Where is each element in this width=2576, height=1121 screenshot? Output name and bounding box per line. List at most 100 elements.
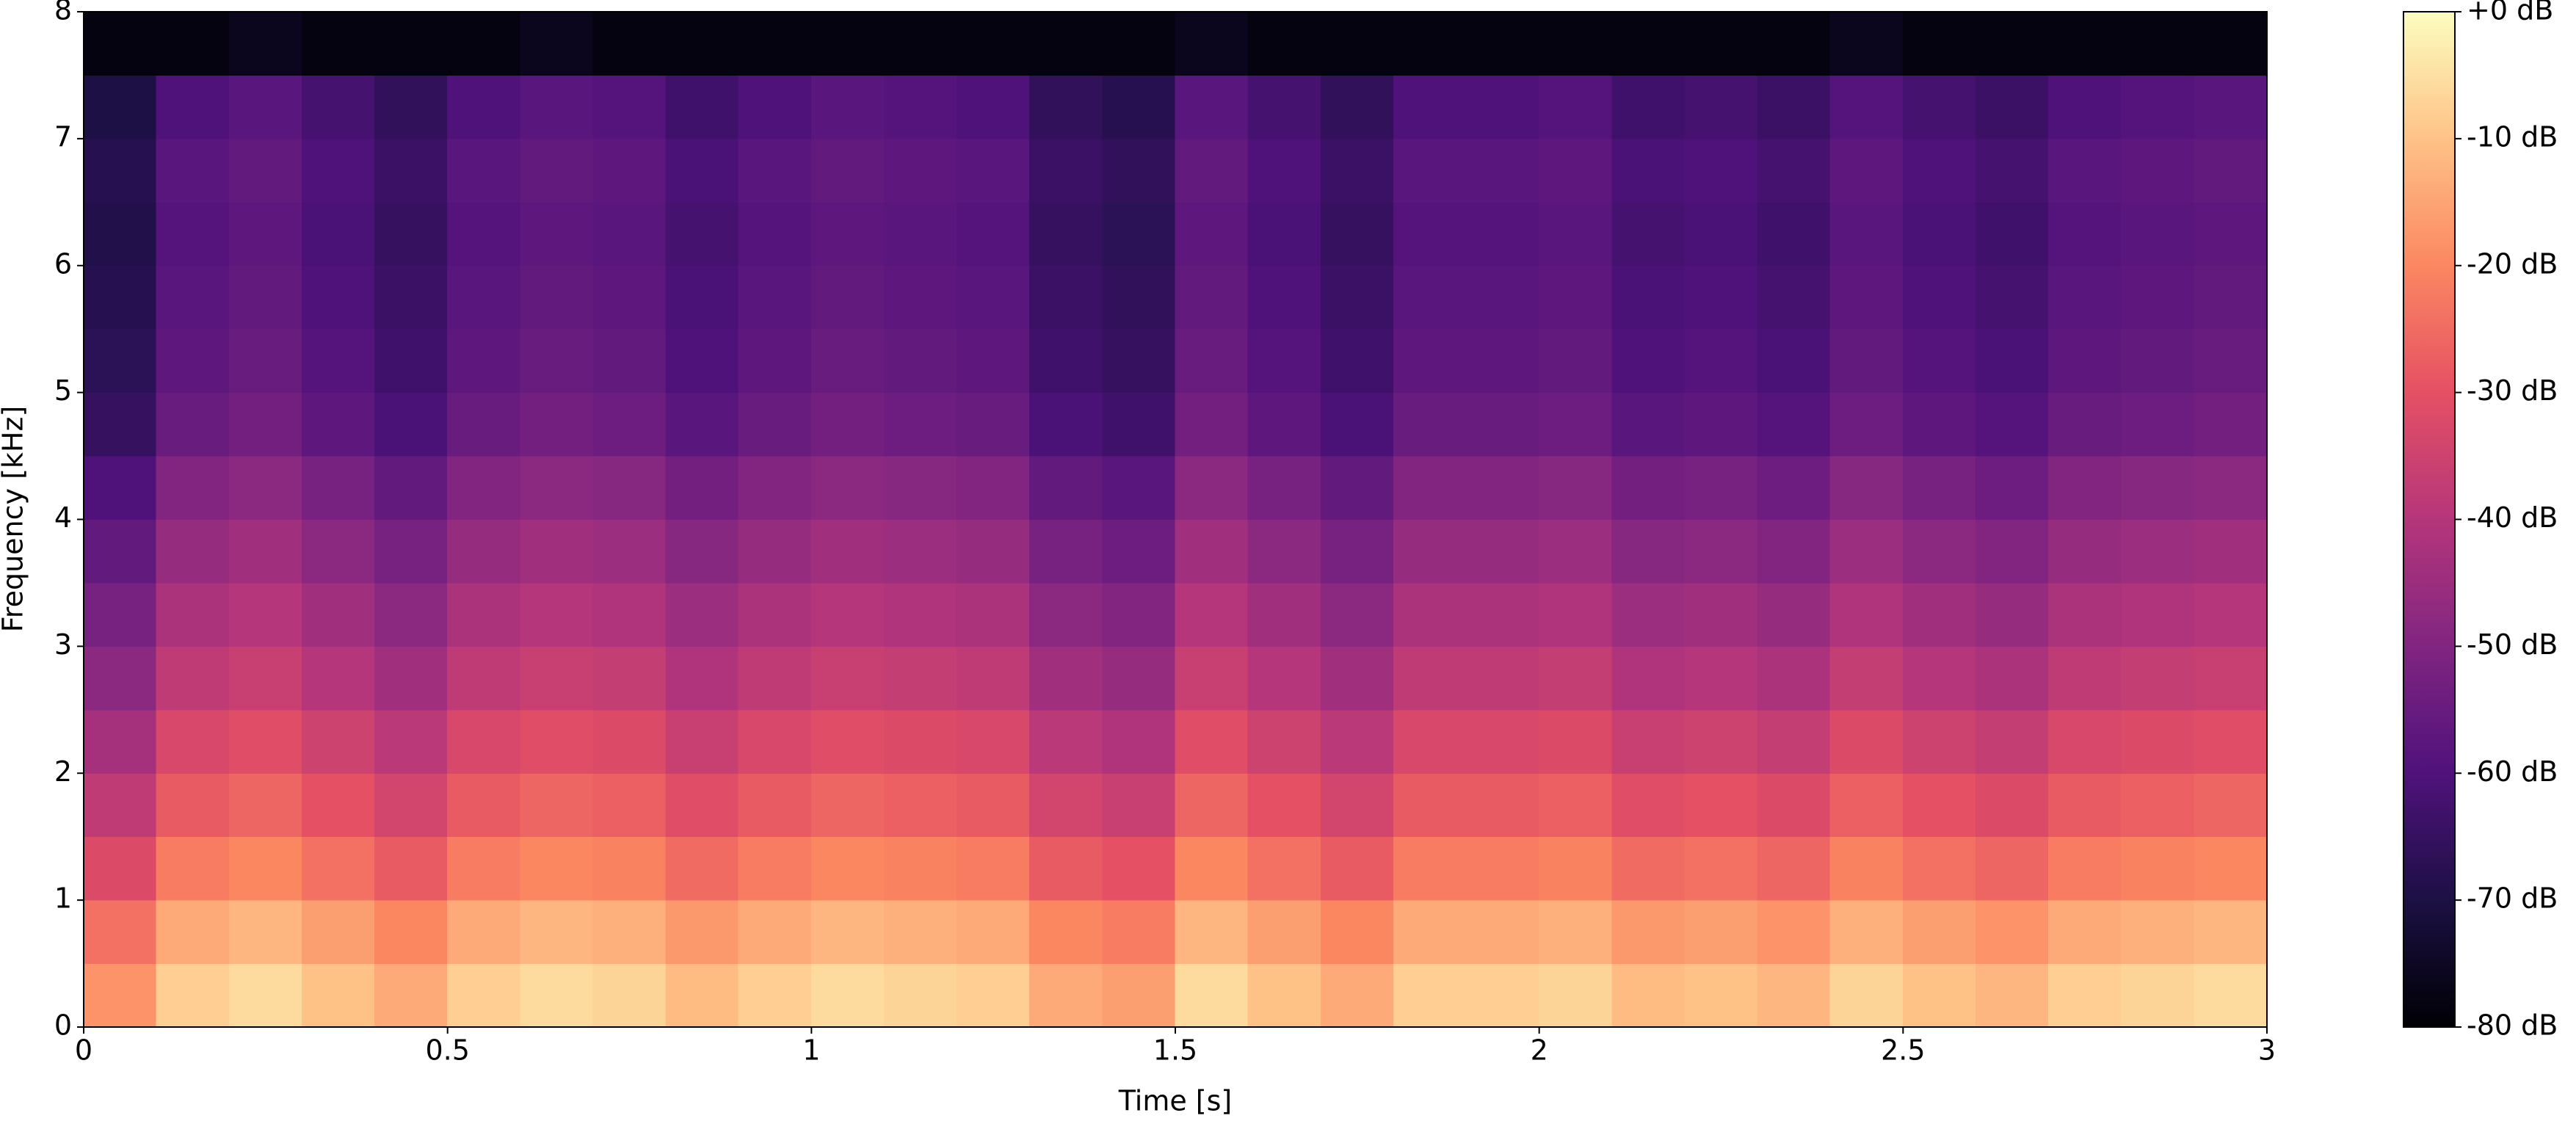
cell [1320, 455, 1394, 520]
cell [520, 772, 594, 838]
cell [883, 645, 958, 711]
cell [2121, 836, 2195, 901]
cell [1175, 138, 1249, 203]
cell [1320, 519, 1394, 584]
cell [1320, 709, 1394, 774]
cell [1902, 519, 1976, 584]
cell [447, 392, 521, 457]
cell [2048, 836, 2122, 901]
cell [1393, 11, 1467, 76]
cell [1175, 645, 1249, 711]
cell [738, 328, 812, 393]
cell [810, 582, 885, 647]
cell [1247, 582, 1321, 647]
cell [156, 519, 230, 584]
cell [957, 899, 1031, 965]
cell [665, 392, 739, 457]
cell [1829, 709, 1904, 774]
cell [1829, 645, 1904, 711]
spectrogram [83, 11, 2268, 1028]
cell [1175, 328, 1249, 393]
cell [665, 11, 739, 76]
cell [810, 645, 885, 711]
cell [301, 899, 376, 965]
cell [1466, 963, 1540, 1028]
cell [810, 455, 885, 520]
cell [1757, 709, 1831, 774]
cell [156, 201, 230, 266]
cell [1102, 392, 1176, 457]
cell [957, 963, 1031, 1028]
cell [156, 138, 230, 203]
cell [1247, 392, 1321, 457]
cell [810, 709, 885, 774]
cell [301, 709, 376, 774]
cell [2121, 265, 2195, 330]
cell [1102, 899, 1176, 965]
cell [1466, 645, 1540, 711]
cell [1393, 328, 1467, 393]
cell [520, 392, 594, 457]
cell [1247, 201, 1321, 266]
cell [1975, 836, 2050, 901]
cell [447, 265, 521, 330]
cell [1539, 963, 1613, 1028]
colorbar-tick-label: -40 dB [2467, 501, 2558, 534]
cell [1102, 11, 1176, 76]
cell [957, 519, 1031, 584]
cell [1829, 11, 1904, 76]
cell [665, 328, 739, 393]
cell [2121, 645, 2195, 711]
cell [447, 899, 521, 965]
cell [83, 519, 157, 584]
cell [301, 74, 376, 139]
cell [520, 138, 594, 203]
cell [1539, 582, 1613, 647]
cell [1320, 645, 1394, 711]
cell [1102, 963, 1176, 1028]
cell [83, 836, 157, 901]
cell [2194, 74, 2268, 139]
cell [156, 645, 230, 711]
cell [1102, 772, 1176, 838]
cell [1320, 11, 1394, 76]
cell [447, 74, 521, 139]
cell [1466, 138, 1540, 203]
cell [1684, 836, 1758, 901]
cell [228, 201, 302, 266]
y-tick-label: 2 [54, 755, 72, 788]
cell [2194, 709, 2268, 774]
cell [1247, 899, 1321, 965]
cell [2194, 11, 2268, 76]
cell [1175, 11, 1249, 76]
colorbar-tick-label: -20 dB [2467, 247, 2558, 280]
cell [2194, 455, 2268, 520]
cell [228, 392, 302, 457]
cell [810, 11, 885, 76]
cell [738, 519, 812, 584]
cell [1902, 138, 1976, 203]
cell [1393, 645, 1467, 711]
cell [2194, 201, 2268, 266]
cell [883, 519, 958, 584]
cell [738, 265, 812, 330]
cell [1902, 582, 1976, 647]
cell [1466, 455, 1540, 520]
cell [1757, 772, 1831, 838]
cell [1975, 265, 2050, 330]
cell [1102, 582, 1176, 647]
cell [228, 11, 302, 76]
cell [1029, 645, 1103, 711]
cell [1611, 201, 1686, 266]
cell [810, 836, 885, 901]
cell [374, 582, 449, 647]
cell [156, 328, 230, 393]
cell [301, 582, 376, 647]
cell [957, 772, 1031, 838]
cell [301, 201, 376, 266]
cell [520, 645, 594, 711]
cell [810, 265, 885, 330]
cell [592, 11, 667, 76]
cell [374, 899, 449, 965]
cell [1611, 899, 1686, 965]
